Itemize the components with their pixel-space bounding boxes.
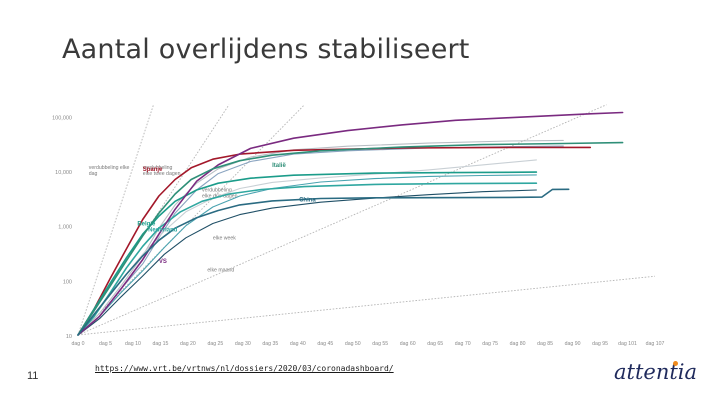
series-line <box>77 141 624 336</box>
series-label: Spanje <box>143 167 163 173</box>
x-tick-label: dag 80 <box>510 341 526 347</box>
x-tick-label: dag 101 <box>618 341 637 347</box>
y-tick-label: 10 <box>66 334 72 340</box>
page-title: Aantal overlijdens stabiliseert <box>62 34 470 65</box>
source-link[interactable]: https://www.vrt.be/vrtnws/nl/dossiers/20… <box>95 364 394 373</box>
series-line <box>77 174 537 336</box>
x-tick-label: dag 50 <box>345 341 361 347</box>
series-label: VS <box>159 259 167 265</box>
series-line <box>77 111 624 336</box>
series-line <box>77 182 538 336</box>
x-tick-label: dag 65 <box>427 341 443 347</box>
x-tick-label: dag 20 <box>180 341 196 347</box>
x-tick-label: dag 60 <box>400 341 416 347</box>
x-tick-label: dag 15 <box>152 341 168 347</box>
series-label: China <box>299 197 316 203</box>
x-tick-label: dag 55 <box>372 341 388 347</box>
x-tick-label: dag 95 <box>592 341 608 347</box>
y-tick-label: 10,000 <box>55 170 72 176</box>
reference-line <box>77 104 154 336</box>
x-tick-label: dag 40 <box>290 341 306 347</box>
x-tick-label: dag 5 <box>99 341 112 347</box>
x-tick-label: dag 0 <box>72 341 85 347</box>
reference-line <box>77 275 656 336</box>
x-tick-label: dag 25 <box>207 341 223 347</box>
deaths-line-chart: 10 100 1,000 10,000 100,000 dag 0 dag 5 dag 10 d… <box>52 104 665 347</box>
y-tick-label: 1,000 <box>58 225 72 231</box>
series-label: België <box>137 222 156 228</box>
reference-line-label: verdubbeling elke dag <box>89 165 130 177</box>
series-line <box>77 139 564 336</box>
x-tick-label: dag 70 <box>455 341 471 347</box>
x-tick-label: dag 85 <box>537 341 553 347</box>
x-tick-label: dag 45 <box>317 341 333 347</box>
series-line <box>77 188 570 336</box>
reference-line-label: verdubbeling elke twee dagen <box>143 165 181 177</box>
series-line <box>77 189 537 336</box>
logo-text: attentia <box>614 360 698 384</box>
x-tick-label: dag 90 <box>565 341 581 347</box>
x-tick-label: dag 75 <box>482 341 498 347</box>
slide-number: 11 <box>27 370 39 382</box>
reference-line-label: elke maand <box>207 268 234 274</box>
x-tick-label: dag 30 <box>235 341 251 347</box>
series-label: Nederland <box>148 228 178 234</box>
reference-line <box>77 104 607 336</box>
attentia-logo: attentia <box>614 360 698 388</box>
x-tick-label: dag 10 <box>125 341 141 347</box>
logo-accent-dot <box>673 361 678 366</box>
series-label: Italië <box>272 163 286 169</box>
x-tick-label: dag 107 <box>646 341 665 347</box>
x-tick-label: dag 35 <box>262 341 278 347</box>
y-tick-label: 100,000 <box>52 115 72 121</box>
y-tick-label: 100 <box>63 279 72 285</box>
reference-line-label: elke week <box>213 235 236 241</box>
